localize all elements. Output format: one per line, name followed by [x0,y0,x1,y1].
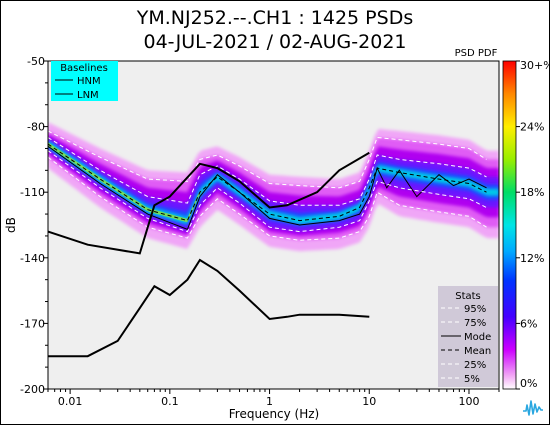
chart-title: YM.NJ252.--.CH1 : 1425 PSDs [136,7,413,29]
x-tick-label: 1 [266,395,273,408]
stat-line-mode [48,145,487,231]
y-tick-label: -140 [20,252,45,265]
y-axis-label: dB [4,217,18,233]
colorbar-tick-label: 18% [520,186,544,199]
legend-5-label: 5% [464,374,480,385]
baselines-legend-title: Baselines [60,63,108,74]
legend-mean-label: Mean [464,346,491,357]
colorbar-tick-label: 0% [520,377,537,390]
stat-line-75pct [48,137,487,206]
baseline-lnm [48,258,370,358]
colorbar-tick-label: 24% [520,121,544,134]
x-axis: 0.01 0.1 1 10 100 [47,389,500,408]
legend-lnm-label: LNM [77,90,99,101]
logo-icon [521,397,545,419]
legend-25-label: 25% [464,360,486,371]
y-tick-label: -170 [20,317,45,330]
stat-line-25pct [48,150,487,233]
y-axis: -50 -80 -110 -140 -170 -200 [20,55,48,396]
stats-legend: Stats 95% 75% Mode Mean 25% 5% [438,286,498,387]
stats-lines [48,130,487,241]
legend-mode-label: Mode [464,332,491,343]
colorbar [502,60,517,390]
plot-border [47,60,500,390]
colorbar-tick-label: 30+% [520,59,550,72]
x-tick-label: 10 [362,395,376,408]
colorbar-tick-label: 6% [520,317,537,330]
x-tick-label: 0.01 [58,395,83,408]
x-axis-label: Frequency (Hz) [229,407,320,421]
y-tick-label: -200 [20,383,45,396]
colorbar-ticks: 0% 6% 12% 18% 24% 30+% [516,59,550,390]
stats-legend-title: Stats [455,291,481,302]
y-tick-label: -50 [27,55,45,68]
stat-line-5pct [48,156,487,241]
legend-75-label: 75% [464,318,486,329]
y-tick-label: -80 [27,121,45,134]
x-tick-label: 100 [458,395,479,408]
legend-95-label: 95% [464,304,486,315]
chart-subtitle: 04-JUL-2021 / 02-AUG-2021 [144,31,407,53]
colorbar-label: PSD PDF [455,48,498,59]
colorbar-tick-label: 12% [520,252,544,265]
stat-line-mean [48,143,487,222]
stat-line-95pct [48,130,487,189]
baseline-hnm [48,151,370,255]
legend-hnm-label: HNM [77,76,101,87]
x-tick-label: 0.1 [161,395,179,408]
baselines-legend: Baselines HNM LNM [51,61,118,101]
density-band-core [48,140,499,227]
baseline-lines [48,151,370,358]
y-tick-label: -110 [20,186,45,199]
